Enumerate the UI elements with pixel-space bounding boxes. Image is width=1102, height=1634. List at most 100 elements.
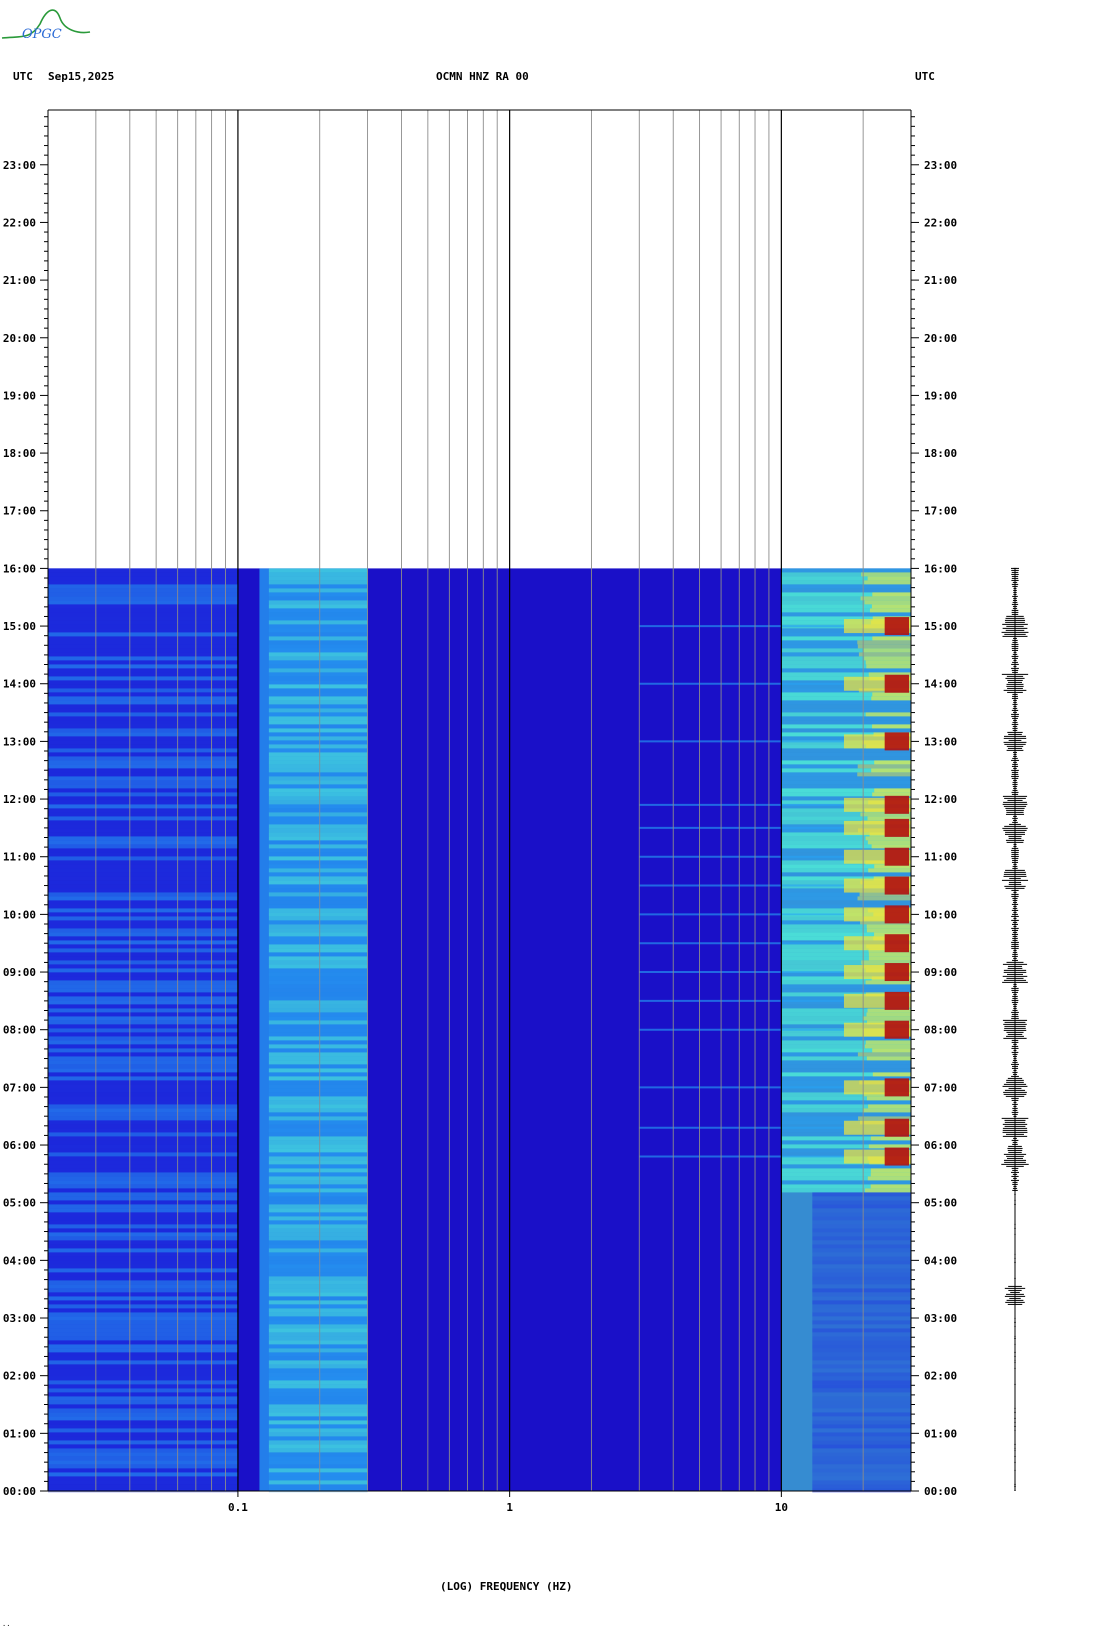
texture-row [48,1336,238,1341]
texture-row [48,1444,238,1449]
texture-row [872,792,911,797]
texture-row [781,948,911,953]
x-axis-label: (LOG) FREQUENCY (HZ) [440,1580,573,1593]
texture-row [781,988,911,993]
texture-row [812,1268,911,1273]
texture-row [268,1200,368,1205]
texture-row [812,1236,911,1241]
texture-row [781,1020,911,1025]
texture-row [268,1360,368,1365]
texture-row [268,1488,368,1493]
texture-row [861,572,911,577]
texture-row [48,1056,238,1061]
texture-row [48,800,238,805]
texture-row [48,1068,238,1073]
texture-row [268,972,368,977]
texture-row [48,964,238,969]
texture-row [48,696,238,701]
texture-row [781,776,911,781]
texture-row [268,968,368,973]
y-tick-label-right: 23:00 [924,159,957,172]
texture-row [48,1280,238,1285]
texture-row [268,1076,368,1081]
texture-row [48,1188,238,1193]
y-tick-label-right: 00:00 [924,1485,957,1498]
texture-row [48,1372,238,1377]
texture-row [48,1168,238,1173]
texture-row [268,1248,368,1253]
texture-row [781,892,911,897]
texture-row [868,672,911,677]
left-timezone-label: UTC [13,70,33,83]
texture-row [48,1384,238,1389]
y-tick-label-right: 01:00 [924,1427,957,1440]
texture-row [268,1352,368,1357]
texture-row [812,1240,911,1245]
texture-row [268,924,368,929]
texture-row [48,896,238,901]
texture-row [268,712,368,717]
texture-row [48,1248,238,1253]
texture-row [48,1488,238,1493]
texture-row [268,992,368,997]
texture-row [781,616,911,621]
event-peak [884,1020,909,1039]
texture-row [812,1284,911,1289]
texture-row [48,956,238,961]
texture-row [268,1468,368,1473]
texture-row [871,844,911,849]
texture-row [812,1484,911,1489]
texture-row [861,960,911,965]
texture-row [268,792,368,797]
texture-row [48,1252,238,1257]
texture-row [48,844,238,849]
texture-row [48,624,238,629]
event-peak [884,617,909,636]
texture-row [781,1104,911,1109]
texture-row [48,660,238,665]
texture-row [48,1052,238,1057]
texture-row [48,920,238,925]
texture-row [781,960,911,965]
texture-row [48,1128,238,1133]
texture-row [268,1188,368,1193]
logo-text: OPGC [22,27,62,42]
texture-row [812,1488,911,1493]
texture-row [268,856,368,861]
texture-row [812,1252,911,1257]
texture-row [48,1208,238,1213]
texture-row [268,608,368,613]
texture-row [48,1044,238,1049]
y-tick-label-right: 02:00 [924,1370,957,1383]
texture-row [781,1016,911,1021]
texture-row [48,748,238,753]
texture-row [48,688,238,693]
texture-row [48,1232,238,1237]
texture-row [48,952,238,957]
texture-row [781,980,911,985]
texture-row [812,1264,911,1269]
texture-row [812,1208,911,1213]
texture-row [857,764,911,769]
texture-row [268,964,368,969]
event-peak [884,795,909,814]
texture-row [812,1392,911,1397]
texture-row [781,692,911,697]
texture-row [812,1324,911,1329]
texture-row [48,840,238,845]
texture-row [48,872,238,877]
texture-row [48,1440,238,1445]
texture-row [268,1012,368,1017]
texture-row [812,1192,911,1197]
texture-row [268,1340,368,1345]
texture-row [48,1360,238,1365]
texture-row [781,1140,911,1145]
texture-row [48,948,238,953]
texture-row [48,832,238,837]
texture-row [812,1280,911,1285]
texture-row [781,576,911,581]
texture-row [872,1048,911,1053]
texture-row [48,996,238,1001]
texture-row [48,1348,238,1353]
texture-row [781,836,911,841]
